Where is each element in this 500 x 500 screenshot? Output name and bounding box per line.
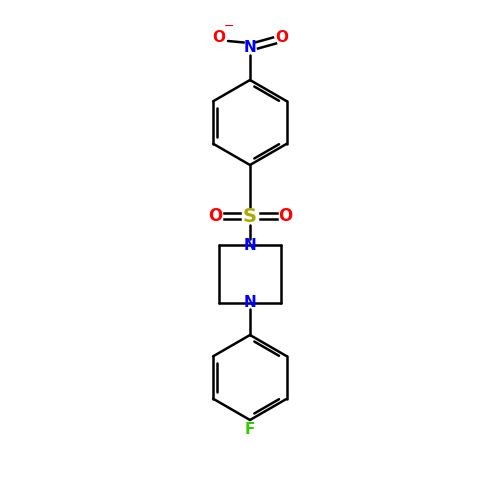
Text: O: O [275,30,288,45]
Text: N: N [244,40,256,55]
Text: F: F [245,422,255,436]
Text: O: O [278,207,292,225]
Text: N: N [244,238,256,252]
Text: −: − [224,20,234,32]
Text: S: S [243,206,257,226]
Text: O: O [208,207,222,225]
Text: O: O [212,30,225,45]
Text: N: N [244,295,256,310]
